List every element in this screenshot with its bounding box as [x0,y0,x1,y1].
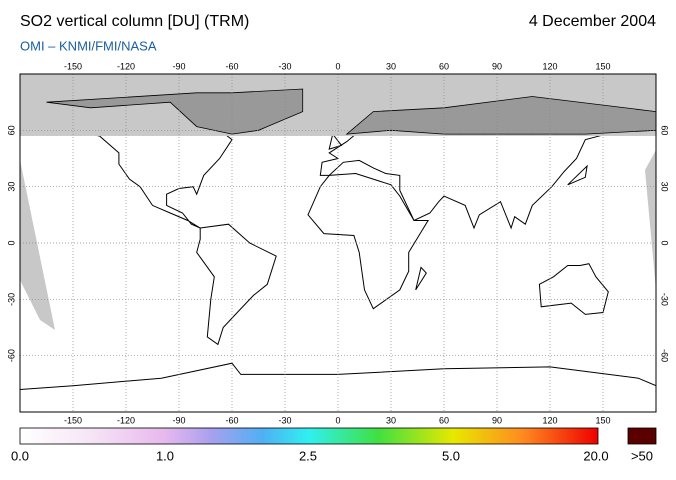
lat-tick-label: -30 [660,293,670,306]
colorbar-overflow [627,427,657,445]
title: SO2 vertical column [DU] (TRM) [20,13,249,30]
lat-tick-label: 30 [6,182,16,192]
lon-tick-label: 30 [386,415,396,425]
lat-tick-label: 60 [6,125,16,135]
colorbar-overflow-label: >50 [631,448,653,463]
no-data-region [20,160,55,330]
lon-tick-label: 120 [542,415,557,425]
no-data-region [645,150,656,290]
colorbar-label: 20.0 [583,448,608,463]
lon-tick-label: -90 [172,415,185,425]
colorbar-label: 2.5 [299,448,317,463]
lon-tick-label: -120 [117,61,135,71]
colorbar [19,427,599,445]
colorbar-label: 5.0 [442,448,460,463]
date: 4 December 2004 [529,13,656,30]
lon-tick-label: 150 [595,415,610,425]
coastline [307,172,429,310]
lat-tick-label: 0 [660,240,670,245]
lon-tick-label: -60 [225,61,238,71]
coastline [20,362,656,390]
lon-tick-label: 60 [439,415,449,425]
lat-tick-label: -30 [6,293,16,306]
polar-land [345,96,656,135]
lon-tick-label: 150 [595,61,610,71]
colorbar-label: 1.0 [156,448,174,463]
lon-tick-label: -150 [64,61,82,71]
lat-tick-label: 60 [660,125,670,135]
lon-tick-label: -120 [117,415,135,425]
lon-tick-label: -90 [172,61,185,71]
lon-tick-label: 60 [439,61,449,71]
coastline [328,132,343,150]
coastline [196,223,277,346]
coastline [567,164,588,186]
lat-tick-label: -60 [660,349,670,362]
lon-tick-label: 90 [492,415,502,425]
subtitle: OMI – KNMI/FMI/NASA [20,38,157,53]
lon-tick-label: -30 [278,61,291,71]
colorbar-label: 0.0 [11,448,29,463]
lon-tick-label: 30 [386,61,396,71]
coastline [40,111,233,229]
lat-tick-label: 30 [660,182,670,192]
map-frame [19,73,657,413]
lon-tick-label: -150 [64,415,82,425]
lat-tick-label: 0 [6,240,16,245]
lon-tick-label: -30 [278,415,291,425]
coastline [415,266,427,291]
lon-tick-label: 0 [335,61,340,71]
lon-tick-label: -60 [225,415,238,425]
map [20,74,656,412]
lon-tick-label: 0 [335,415,340,425]
lat-tick-label: -60 [6,349,16,362]
coastline [538,263,609,315]
lon-tick-label: 90 [492,61,502,71]
polar-land [46,88,304,135]
lon-tick-label: 120 [542,61,557,71]
